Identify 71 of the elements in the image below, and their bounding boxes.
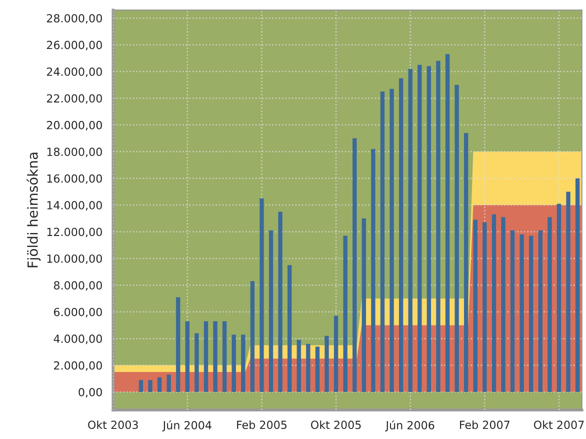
bar: [464, 132, 468, 392]
bar: [268, 230, 274, 392]
bar: [473, 220, 478, 392]
x-tick-label: Jún 2004: [162, 420, 212, 432]
bar: [296, 340, 301, 392]
x-tick-label: Feb 2007: [460, 420, 510, 430]
bar: [306, 344, 310, 392]
y-axis-title: Fjöldi heimsókna: [26, 152, 41, 268]
bar: [194, 333, 199, 392]
y-tick-label: 16.000,00: [47, 174, 102, 184]
bar: [492, 214, 496, 392]
y-tick-label: 4.000,00: [54, 334, 102, 344]
bar: [166, 374, 171, 392]
bar: [362, 218, 366, 392]
bar: [538, 230, 542, 392]
bar: [371, 148, 376, 392]
bar: [352, 138, 357, 392]
bar: [454, 84, 459, 392]
x-tick-label: Okt 2007: [534, 420, 584, 430]
bar: [529, 236, 534, 392]
bar: [445, 54, 450, 392]
y-tick-label: 14.000,00: [47, 201, 102, 211]
y-tick-label: 26.000,00: [46, 40, 102, 50]
bar: [380, 92, 385, 392]
bar: [426, 66, 432, 392]
bar: [436, 60, 440, 392]
bar: [278, 212, 282, 392]
bar: [260, 198, 264, 392]
y-tick-label: 24.000,00: [46, 67, 102, 78]
bar: [250, 281, 255, 392]
bar: [408, 68, 412, 392]
y-tick-label: 12.000,00: [47, 228, 102, 238]
bar: [222, 321, 227, 392]
bar: [390, 88, 394, 392]
bar: [334, 316, 338, 392]
x-tick-label: Okt 2003: [88, 420, 138, 430]
bar: [288, 265, 292, 392]
y-tick-label: 18.000,00: [47, 148, 102, 158]
bar: [213, 321, 218, 392]
bar: [501, 217, 506, 392]
bar: [241, 334, 246, 392]
bar: [148, 380, 152, 392]
bar: [548, 217, 552, 392]
bar: [510, 230, 515, 392]
x-tick-label: Feb 2005: [237, 420, 286, 430]
x-tick-label: Okt 2005: [310, 420, 361, 430]
y-tick-label: 6.000,00: [54, 308, 102, 318]
y-tick-label: 10.000,00: [47, 254, 102, 264]
bar: [324, 336, 329, 392]
x-tick-label: Jún 2006: [385, 420, 434, 432]
bar: [157, 377, 162, 392]
bar: [520, 234, 524, 392]
bar: [398, 78, 404, 392]
bar: [138, 380, 144, 392]
y-tick-label: 28.000,00: [46, 14, 102, 24]
bar: [176, 297, 180, 392]
bar: [204, 321, 208, 392]
bar: [418, 64, 422, 392]
y-tick-label: 0,00: [78, 388, 102, 398]
y-tick-label: 8.000,00: [54, 281, 102, 291]
y-tick-label: 20.000,00: [46, 120, 102, 130]
bar: [482, 222, 487, 392]
bar: [343, 236, 348, 392]
bar: [556, 204, 562, 392]
bar: [185, 321, 190, 392]
bar: [575, 178, 580, 392]
y-tick-label: 2.000,00: [54, 361, 102, 371]
bar: [566, 192, 570, 392]
bar: [315, 346, 320, 392]
bar: [232, 334, 236, 392]
y-tick-label: 22.000,00: [46, 94, 102, 104]
